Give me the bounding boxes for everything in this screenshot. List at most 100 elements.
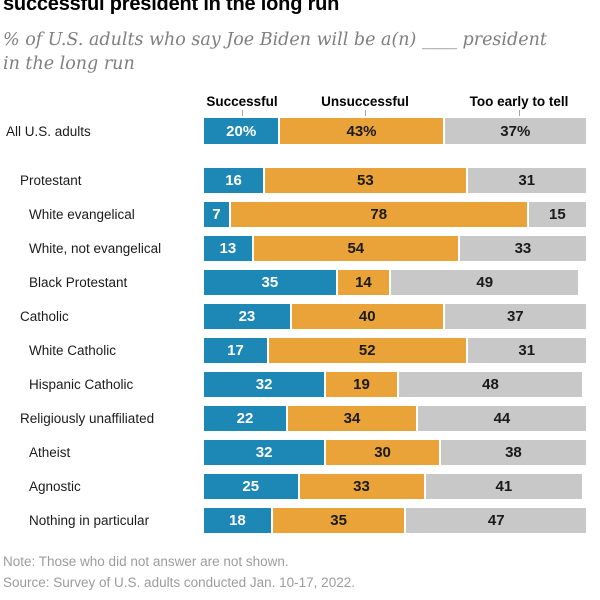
chart-row: White Catholic 17 52 31 [0,338,600,363]
bar-segment: 20% [204,118,281,144]
bar-value: 38 [505,444,522,461]
chart-row: Protestant 16 53 31 [0,168,600,193]
bar-segment: 54 [253,236,460,261]
row-label: White evangelical [29,207,135,222]
bar-value: 48 [482,376,499,393]
bar-segment: 37% [444,118,586,144]
chart-subtitle: % of U.S. adults who say Joe Biden will … [3,28,547,76]
bar-value: 43% [346,122,377,140]
bar-value: 17 [227,342,244,359]
bar-group: 22 34 44 [204,406,586,431]
tick-mark [519,110,520,116]
bar-segment: 35 [272,508,407,533]
bar-segment: 44 [417,406,586,431]
bar-segment: 19 [326,372,399,397]
row-label: Religiously unaffiliated [20,411,155,426]
bar-segment: 40 [291,304,445,329]
bar-segment: 32 [204,440,327,465]
bar-segment: 37 [444,304,586,329]
bar-group: 13 54 33 [204,236,586,261]
bar-value: 53 [356,172,374,189]
bar-group: 35 14 49 [204,270,586,295]
source-line: Source: Survey of U.S. adults conducted … [3,574,355,590]
bar-segment: 30 [326,440,441,465]
chart-row: White, not evangelical 13 54 33 [0,236,600,261]
bar-group: 32 30 38 [204,440,586,465]
bar-group: 17 52 31 [204,338,586,363]
chart-subtitle-line1: % of U.S. adults who say Joe Biden will … [3,30,547,50]
bar-value: 40 [358,308,376,325]
bar-segment: 49 [391,270,579,295]
bar-segment: 34 [288,406,418,431]
bar-segment: 22 [204,406,289,431]
bar-group: 32 19 48 [204,372,586,397]
bar-value: 25 [242,478,260,495]
row-label: All U.S. adults [6,123,91,139]
bar-value: 13 [219,240,237,257]
bar-value: 30 [374,444,391,461]
column-header: Unsuccessful [321,94,409,109]
bar-segment: 16 [204,168,266,193]
bar-group: 20% 43% 37% [204,118,586,144]
bar-value: 44 [493,410,511,427]
bar-group: 18 35 47 [204,508,586,533]
chart-row: Catholic 23 40 37 [0,304,600,329]
tick-mark [242,110,243,116]
bar-value: 20% [226,122,257,140]
bar-value: 52 [358,342,376,359]
bar-segment: 13 [204,236,254,261]
bar-segment: 43% [280,118,445,144]
bar-segment: 25 [204,474,300,499]
bar-segment: 33 [459,236,586,261]
bar-value: 37% [500,122,531,140]
bar-segment: 32 [204,372,327,397]
bar-segment: 38 [440,440,586,465]
bar-value: 14 [355,274,372,291]
chart-row: White evangelical 7 78 15 [0,202,600,227]
bar-segment: 48 [398,372,583,397]
bar-value: 54 [347,240,365,257]
chart-row: Religiously unaffiliated 22 34 44 [0,406,600,431]
stacked-bar-chart: Successful Unsuccessful Too early to tell … [0,94,600,542]
row-label: Atheist [29,445,71,460]
row-label: White, not evangelical [29,241,162,256]
bar-segment: 35 [204,270,338,295]
bar-value: 34 [343,410,361,427]
tick-mark [365,110,366,116]
row-label: White Catholic [29,343,117,358]
footnotes: Note: Those who did not answer are not s… [3,552,355,593]
chart-title: successful president in the long run [3,0,340,15]
bar-group: 23 40 37 [204,304,586,329]
bar-segment: 15 [528,202,586,227]
chart-row: Nothing in particular 18 35 47 [0,508,600,533]
bar-segment: 41 [425,474,583,499]
bar-segment: 53 [265,168,468,193]
bar-value: 16 [225,172,242,189]
column-header: Too early to tell [469,94,569,109]
chart-row: Hispanic Catholic 32 19 48 [0,372,600,397]
bar-segment: 14 [337,270,392,295]
row-label: Catholic [20,309,69,324]
bar-segment: 33 [299,474,426,499]
bar-group: 7 78 15 [204,202,586,227]
bar-value: 33 [353,478,370,495]
row-label: Protestant [20,173,82,188]
row-label: Hispanic Catholic [29,377,134,392]
bar-value: 22 [236,410,254,427]
bar-segment: 47 [406,508,586,533]
bar-value: 32 [255,444,273,461]
bar-segment: 17 [204,338,269,363]
bar-value: 32 [255,376,273,393]
bar-value: 18 [229,512,246,529]
chart-row: Agnostic 25 33 41 [0,474,600,499]
chart-rows: All U.S. adults 20% 43% 37% Protestant 16 53 31… [0,118,600,533]
column-headers: Successful Unsuccessful Too early to tell [0,94,600,118]
bar-value: 31 [518,172,536,189]
column-header: Successful [206,94,278,109]
bar-value: 49 [476,274,494,291]
note-line: Note: Those who did not answer are not s… [3,554,289,569]
bar-value: 7 [212,206,221,223]
bar-segment: 31 [467,168,586,193]
bar-value: 19 [353,376,370,393]
